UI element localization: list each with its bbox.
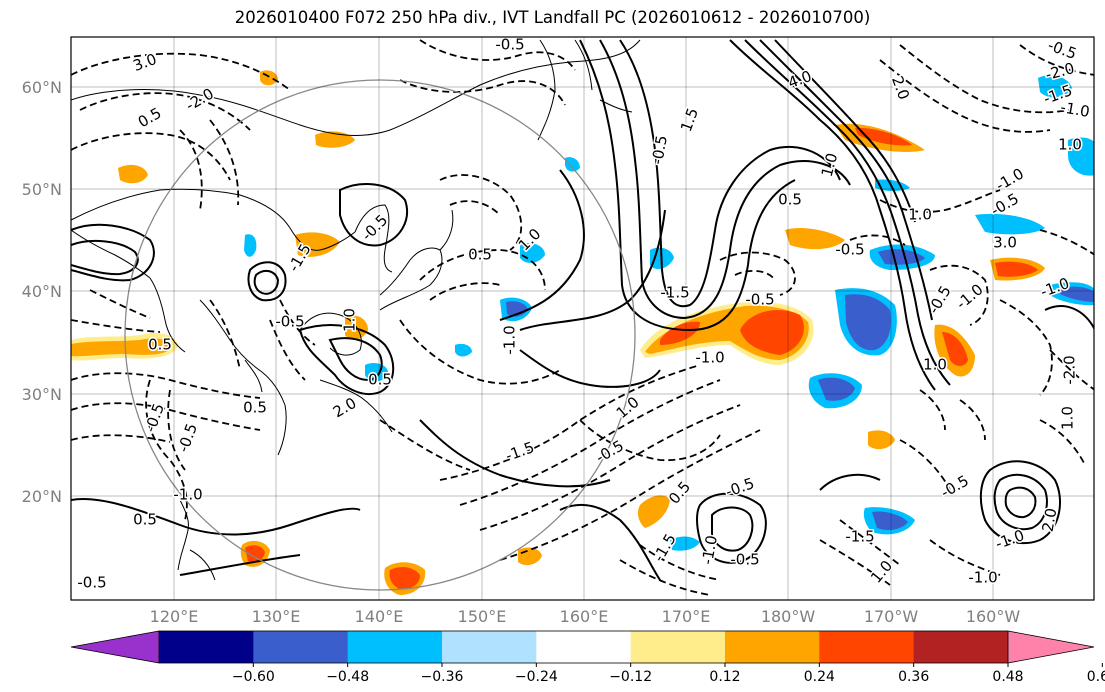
colorbar-tick-label: −0.60: [232, 669, 275, 685]
contour-label: 0.5: [243, 399, 267, 417]
colorbar-segment: [442, 631, 537, 663]
lat-label-50n: 50°N: [22, 180, 62, 199]
contour-label: -1.0: [968, 569, 997, 587]
contour-label: -0.5: [495, 36, 524, 54]
lon-label-120e: 120°E: [150, 607, 199, 626]
contour-label: 0.5: [133, 511, 157, 529]
colorbar-tick-label: 0.12: [709, 669, 740, 685]
map-frame: [70, 36, 1095, 601]
colorbar-ticks: −0.60 −0.48 −0.36 −0.24 −0.12 0.12 0.24 0.36 0.4…: [232, 663, 1105, 685]
contour-label: -1.0: [173, 486, 202, 504]
contour-label: -0.5: [745, 291, 774, 309]
contour-label: 1.0: [1059, 406, 1077, 430]
colorbar-tick-label: −0.12: [609, 669, 652, 685]
lon-label-130e: 130°E: [252, 607, 301, 626]
contour-label: -1.0: [695, 349, 724, 367]
contour-label: -0.5: [835, 241, 864, 259]
colorbar-segment: [71, 631, 159, 663]
colorbar-segment: [1008, 631, 1094, 663]
contour-label: 1.0: [1058, 136, 1082, 154]
colorbar-tick-label: 0.48: [992, 669, 1023, 685]
contour-label: -1.0: [501, 325, 519, 354]
longitude-labels: 120°E 130°E 140°E 150°E 160°E 170°E 180°…: [150, 607, 1021, 626]
contour-label: 3.0: [993, 234, 1017, 252]
negative-contours: [71, 39, 1094, 596]
positive-contours: [71, 39, 1094, 581]
lat-label-20n: 20°N: [22, 487, 62, 506]
lon-label-180w: 180°W: [761, 607, 816, 626]
contour-label: -2.0: [1061, 355, 1079, 384]
colorbar-tick-label: 0.24: [804, 669, 835, 685]
lon-label-150e: 150°E: [458, 607, 507, 626]
contour-label: -0.5: [77, 574, 106, 592]
range-circle: [124, 79, 636, 591]
lon-label-140e: 140°E: [355, 607, 404, 626]
colorbar-segment: [347, 631, 443, 663]
colorbar-segment: [913, 631, 1009, 663]
colorbar-segment: [630, 631, 726, 663]
colorbar-tick-label: 0.60: [1087, 669, 1105, 685]
contour-label: 1.0: [341, 308, 359, 332]
colorbar-segment: [253, 631, 349, 663]
gridlines: [71, 37, 1094, 600]
colorbar-tick-label: −0.36: [421, 669, 464, 685]
contour-label: 0.5: [778, 191, 802, 209]
contour-label: 0.5: [148, 336, 172, 354]
contour-label: 1.0: [923, 356, 947, 374]
colorbar-frame: [158, 630, 1009, 664]
contour-label: -0.5: [275, 313, 304, 331]
contour-label: -1.5: [845, 528, 874, 546]
lat-label-30n: 30°N: [22, 385, 62, 404]
lat-label-40n: 40°N: [22, 282, 62, 301]
lon-label-160w: 160°W: [966, 607, 1021, 626]
colorbar-tick-label: −0.24: [515, 669, 558, 685]
contour-label: -0.5: [730, 551, 759, 569]
contour-label: -1.0: [1059, 98, 1091, 121]
contour-label: 0.5: [368, 371, 392, 389]
contour-label: 0.5: [468, 246, 492, 264]
colorbar-segment: [819, 631, 915, 663]
colorbar-segment: [725, 631, 820, 663]
colorbar-tick-label: 0.36: [898, 669, 929, 685]
coastlines: [71, 39, 641, 581]
lat-label-60n: 60°N: [22, 78, 62, 97]
lon-label-170w: 170°W: [864, 607, 919, 626]
colorbar-segment: [159, 631, 254, 663]
lon-label-160e: 160°E: [560, 607, 609, 626]
colorbar-tick-label: −0.48: [326, 669, 369, 685]
colorbar-right-arrow: [1007, 630, 1095, 664]
contour-label: 1.0: [908, 206, 932, 224]
contour-label: -1.5: [660, 284, 689, 302]
latitude-labels: 60°N 50°N 40°N 30°N 20°N: [22, 78, 62, 506]
colorbar-segments: [71, 631, 1094, 663]
colorbar-segment: [536, 631, 632, 663]
colorbar-left-arrow: [70, 630, 160, 664]
lon-label-170e: 170°E: [662, 607, 711, 626]
map-title: 2026010400 F072 250 hPa div., IVT Landfa…: [234, 8, 871, 27]
